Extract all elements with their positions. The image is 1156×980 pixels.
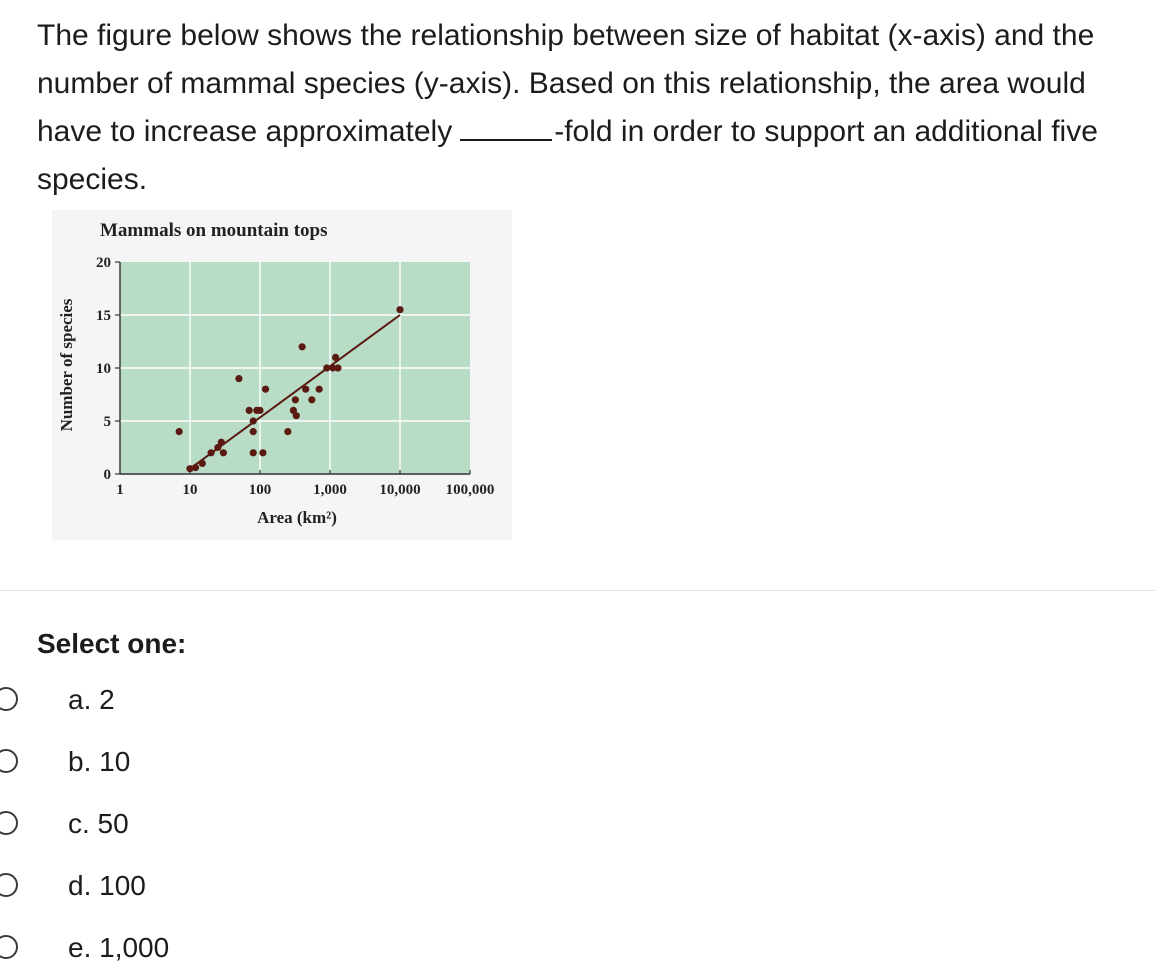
option-c-label: c. 50 bbox=[68, 808, 129, 839]
radio-option-e[interactable] bbox=[0, 935, 18, 959]
radio-option-a[interactable] bbox=[0, 687, 18, 711]
data-point bbox=[298, 343, 306, 351]
data-point bbox=[315, 385, 323, 393]
data-point bbox=[249, 417, 257, 425]
y-tick-label: 20 bbox=[96, 255, 111, 271]
y-tick-label: 5 bbox=[104, 414, 112, 430]
data-points bbox=[175, 306, 404, 473]
option-e-label: e. 1,000 bbox=[68, 932, 170, 963]
x-tick-label: 100,000 bbox=[446, 482, 495, 498]
option-a[interactable]: a. 2 bbox=[0, 683, 400, 723]
question-text: The figure below shows the relationship … bbox=[37, 12, 1147, 204]
x-tick-label: 10 bbox=[183, 482, 198, 498]
x-tick-label: 10,000 bbox=[379, 482, 420, 498]
x-axis-label: Area (km²) bbox=[257, 508, 337, 527]
y-tick-label: 15 bbox=[96, 308, 111, 324]
axes bbox=[115, 261, 471, 475]
data-point bbox=[323, 364, 331, 372]
data-point bbox=[334, 364, 342, 372]
data-point bbox=[249, 428, 257, 436]
species-area-figure: 1 10 100 1,000 10,000 100,000 0 5 10 15 20 Mammals… bbox=[52, 210, 512, 540]
data-point bbox=[292, 412, 300, 420]
data-point bbox=[256, 406, 264, 414]
question-text-before: The figure below shows the relationship … bbox=[37, 19, 1095, 148]
option-d[interactable]: d. 100 bbox=[0, 869, 400, 909]
select-one-label: Select one: bbox=[37, 628, 187, 659]
data-point bbox=[198, 459, 206, 467]
data-point bbox=[245, 406, 253, 414]
data-point bbox=[249, 449, 257, 457]
x-tick-label: 1,000 bbox=[313, 482, 347, 498]
data-point bbox=[219, 449, 227, 457]
data-point bbox=[175, 428, 183, 436]
y-tick-label: 0 bbox=[104, 467, 112, 483]
data-point bbox=[291, 396, 299, 404]
data-point bbox=[396, 306, 404, 314]
data-point bbox=[259, 449, 267, 457]
data-point bbox=[329, 364, 337, 372]
y-tick-label: 10 bbox=[96, 361, 111, 377]
x-tick-label: 100 bbox=[249, 482, 272, 498]
radio-option-c[interactable] bbox=[0, 811, 18, 835]
data-point bbox=[235, 375, 243, 383]
data-point bbox=[217, 438, 225, 446]
radio-option-d[interactable] bbox=[0, 873, 18, 897]
option-d-label: d. 100 bbox=[68, 870, 146, 901]
radio-option-b[interactable] bbox=[0, 749, 18, 773]
option-c[interactable]: c. 50 bbox=[0, 807, 400, 847]
tick-labels: 1 10 100 1,000 10,000 100,000 0 5 10 15 20 bbox=[96, 255, 494, 498]
data-point bbox=[331, 353, 340, 361]
data-point bbox=[186, 465, 194, 473]
x-tick-label: 1 bbox=[116, 482, 124, 498]
option-e[interactable]: e. 1,000 bbox=[0, 931, 400, 971]
answer-blank bbox=[460, 117, 553, 141]
y-axis-label: Number of species bbox=[57, 298, 76, 431]
trend-line bbox=[189, 314, 401, 470]
data-point bbox=[289, 406, 297, 414]
data-point bbox=[284, 428, 292, 436]
section-divider bbox=[0, 590, 1156, 591]
question-text-after: -fold in order to support an additional … bbox=[37, 115, 1098, 196]
data-point bbox=[214, 443, 222, 452]
chart-title: Mammals on mountain tops bbox=[100, 220, 328, 241]
trend-line-group bbox=[189, 314, 401, 470]
data-point bbox=[261, 385, 270, 393]
gridlines bbox=[120, 262, 470, 474]
data-point bbox=[191, 464, 200, 472]
option-b[interactable]: b. 10 bbox=[0, 745, 400, 785]
option-a-label: a. 2 bbox=[68, 684, 115, 715]
data-point bbox=[308, 396, 316, 404]
data-point bbox=[302, 385, 310, 393]
data-point bbox=[207, 449, 215, 457]
scatter-chart: 1 10 100 1,000 10,000 100,000 0 5 10 15 20 Mammals… bbox=[52, 210, 512, 540]
option-b-label: b. 10 bbox=[68, 746, 131, 777]
